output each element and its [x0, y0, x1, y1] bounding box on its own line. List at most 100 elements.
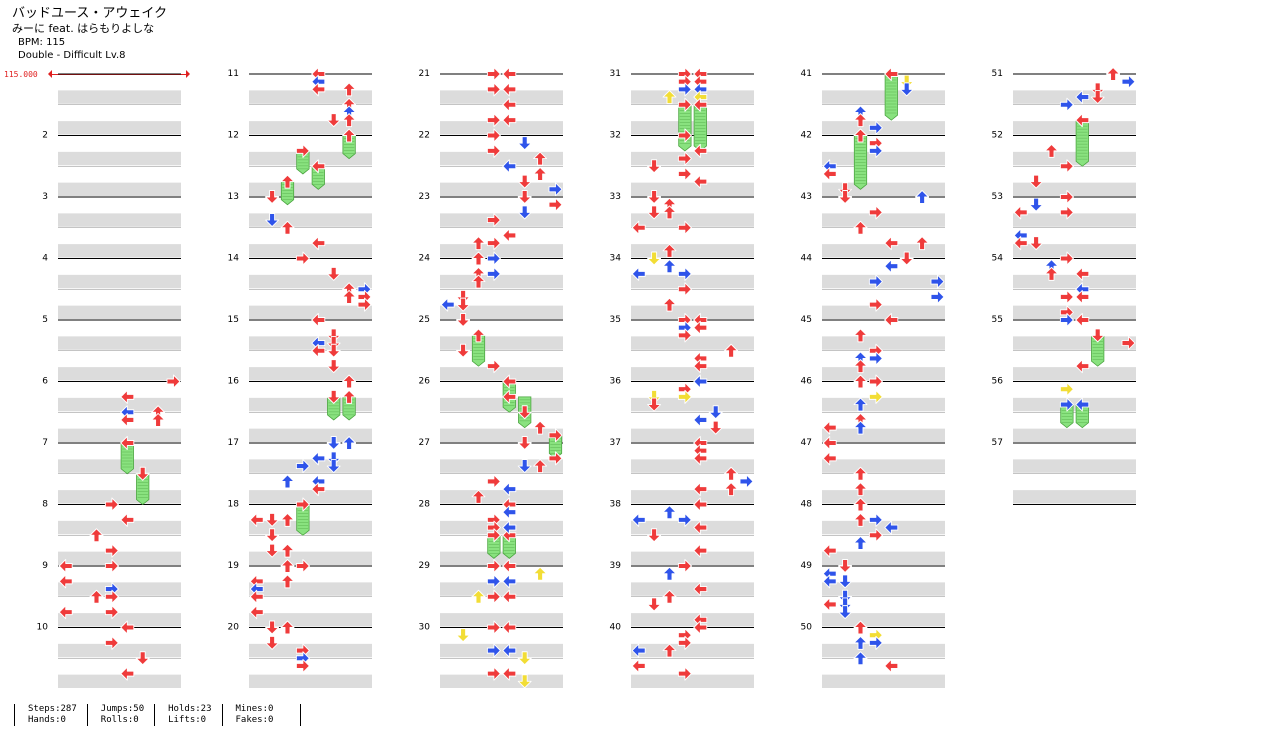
arrow-shape [693, 174, 708, 189]
arrow-shape [1059, 97, 1074, 112]
stats-holds-group: Holds:23 Lifts:0 [154, 704, 221, 726]
arrow-shape [868, 512, 883, 527]
arrow-shape [517, 674, 532, 689]
up-arrow-icon [662, 243, 677, 258]
down-arrow-icon [456, 297, 471, 312]
right-arrow-icon [1059, 97, 1074, 112]
beat-stripe [822, 428, 945, 442]
beat-stripe [822, 90, 945, 104]
beat-stripe [58, 336, 181, 350]
arrow-shape [486, 528, 501, 543]
down-arrow-icon [838, 597, 853, 612]
right-arrow-icon [548, 182, 563, 197]
beat-stripe [1013, 182, 1136, 196]
beat-stripe [58, 244, 181, 258]
right-arrow-icon [104, 497, 119, 512]
arrow-shape [1075, 397, 1090, 412]
arrow-shape [853, 420, 868, 435]
beat-stripe [631, 428, 754, 442]
up-arrow-icon [151, 412, 166, 427]
left-arrow-icon [249, 512, 264, 527]
beat-stripe [440, 213, 563, 227]
up-arrow-icon [853, 635, 868, 650]
beat-stripe [249, 674, 372, 688]
right-arrow-icon [486, 574, 501, 589]
arrow-shape [295, 459, 310, 474]
arrow-shape [693, 412, 708, 427]
up-arrow-icon [471, 274, 486, 289]
up-arrow-icon [853, 535, 868, 550]
arrow-shape [326, 459, 341, 474]
arrow-shape [884, 259, 899, 274]
arrow-shape [838, 574, 853, 589]
arrow-shape [724, 482, 739, 497]
arrow-shape [884, 520, 899, 535]
measure-number: 20 [228, 623, 240, 633]
up-arrow-icon [853, 128, 868, 143]
arrow-shape [280, 474, 295, 489]
arrow-shape [502, 589, 517, 604]
up-arrow-icon [724, 343, 739, 358]
arrow-shape [677, 82, 692, 97]
arrow-shape [265, 543, 280, 558]
arrow-shape [533, 566, 548, 581]
arrow-shape [693, 482, 708, 497]
beat-stripe [58, 613, 181, 627]
up-arrow-icon [853, 620, 868, 635]
arrow-shape [853, 359, 868, 374]
arrow-shape [342, 82, 357, 97]
measure-number: 12 [228, 131, 239, 141]
arrow-shape [1013, 236, 1028, 251]
left-arrow-icon [693, 497, 708, 512]
arrow-shape [1059, 382, 1074, 397]
left-arrow-icon [502, 67, 517, 81]
up-arrow-icon [662, 643, 677, 658]
left-arrow-icon [631, 658, 646, 673]
arrow-shape [677, 266, 692, 281]
arrow-shape [822, 451, 837, 466]
arrow-shape [548, 182, 563, 197]
right-arrow-icon [1059, 205, 1074, 220]
measure-number: 37 [610, 438, 621, 448]
beat-stripe [822, 613, 945, 627]
beat-stripe [249, 459, 372, 473]
arrow-shape [647, 389, 662, 404]
arrow-shape [471, 251, 486, 266]
left-arrow-icon [1013, 236, 1028, 251]
beat-stripe [440, 367, 563, 381]
down-arrow-icon [899, 82, 914, 97]
up-arrow-icon [471, 489, 486, 504]
right-arrow-icon [295, 658, 310, 673]
down-arrow-icon [135, 466, 150, 481]
stats-mines-group: Mines:0 Fakes:0 [221, 704, 301, 726]
arrow-shape [486, 559, 501, 573]
up-arrow-icon [533, 459, 548, 474]
arrow-shape [1121, 74, 1136, 89]
arrow-shape [548, 428, 563, 443]
up-arrow-icon [662, 566, 677, 581]
down-arrow-icon [517, 405, 532, 420]
right-arrow-icon [677, 166, 692, 181]
arrow-shape [1106, 67, 1121, 81]
up-arrow-icon [662, 505, 677, 520]
arrow-shape [280, 174, 295, 189]
arrow-shape [693, 97, 708, 112]
beat-stripe [249, 151, 372, 166]
arrow-shape [677, 166, 692, 181]
arrow-shape [548, 197, 563, 212]
measure-number: 48 [801, 500, 813, 510]
arrow-shape [502, 97, 517, 112]
beat-stripe [440, 336, 563, 350]
beat-stripe [822, 244, 945, 258]
measure-number: 29 [419, 561, 431, 571]
left-arrow-icon [1075, 313, 1090, 327]
left-arrow-icon [502, 505, 517, 520]
up-arrow-icon [915, 190, 930, 204]
right-arrow-icon [1059, 382, 1074, 397]
down-arrow-icon [456, 628, 471, 643]
down-arrow-icon [517, 190, 532, 204]
right-arrow-icon [486, 266, 501, 281]
down-arrow-icon [708, 405, 723, 420]
up-arrow-icon [471, 589, 486, 604]
up-arrow-icon [342, 82, 357, 97]
